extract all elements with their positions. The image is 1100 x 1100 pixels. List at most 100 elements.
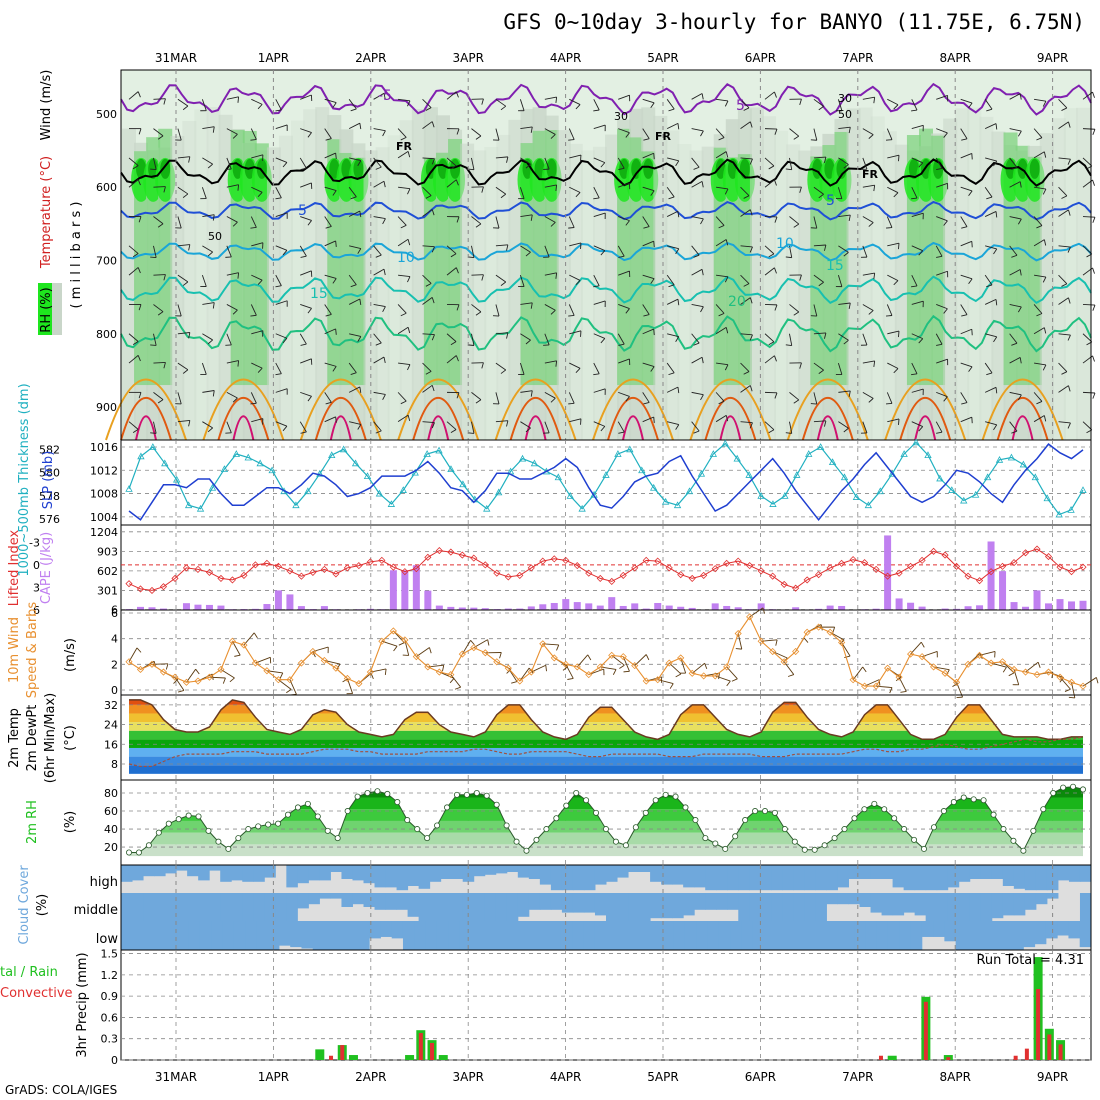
wind-barb — [764, 91, 775, 100]
wind-barb-flag — [1042, 188, 1047, 195]
wind-speed-point — [665, 659, 673, 667]
temp-tick: 32 — [104, 699, 118, 712]
rh-shade-bright — [734, 157, 755, 202]
wind-barb — [397, 151, 409, 159]
wind-barb-flag — [774, 304, 778, 311]
wind-barb — [300, 358, 312, 364]
cloud-low-bar — [278, 921, 291, 946]
wind-speed-point — [274, 676, 282, 684]
thickness-point — [184, 501, 193, 509]
wind-barb — [935, 333, 943, 345]
wind-barb — [789, 333, 793, 346]
cloud-low-bar — [402, 921, 415, 950]
thickness-point — [650, 483, 658, 491]
wind-barb-flag — [1067, 158, 1071, 165]
wind-barb — [275, 274, 282, 286]
wind-barb — [495, 244, 508, 247]
wind-speed-point — [527, 668, 535, 676]
wind10-barb — [174, 676, 185, 691]
upper-air-panel: -55551010151520FRFRFR3050305050060070080… — [96, 69, 1096, 441]
cloud-low-bar — [842, 921, 855, 950]
wind-barb-flag — [799, 274, 802, 281]
cloud-middle-bar — [1046, 893, 1059, 899]
rh-contour-label: 30 — [838, 92, 852, 105]
wind-barb-flag — [749, 422, 753, 429]
wind-barb — [960, 416, 972, 423]
wind-barb-flag — [1019, 269, 1022, 276]
thickness-point — [769, 500, 777, 507]
wind-barb — [495, 392, 500, 405]
wind-barb — [960, 98, 973, 104]
cape-bar — [136, 606, 144, 610]
rh-point — [642, 809, 649, 816]
cloud-middle-bar — [1013, 893, 1026, 916]
cloud-low-bar — [955, 921, 968, 950]
wind-barb — [324, 274, 337, 279]
cape-bar — [435, 605, 443, 610]
cloud-middle-bar — [594, 893, 607, 916]
cloud-high-bar — [517, 865, 530, 878]
wind-barb — [495, 216, 500, 229]
thickness-point — [554, 473, 562, 481]
cloud-level-label: middle — [74, 903, 118, 918]
wind-barb — [789, 421, 793, 434]
rh-shade-dark — [546, 158, 557, 179]
wind-barb-flag — [785, 344, 792, 346]
thickness-point — [995, 455, 1004, 463]
cloud-low-bar — [978, 921, 990, 950]
wind-barb — [593, 274, 600, 287]
cloud-low-bar — [707, 921, 720, 950]
wind-barb-flag — [383, 93, 386, 100]
wind-barb-flag — [1043, 239, 1047, 246]
wind-barb-flag — [618, 167, 625, 171]
cloud-middle-bar — [561, 893, 574, 913]
cloud-middle-bar — [738, 893, 750, 921]
cloud-high-bar — [617, 865, 629, 878]
rh-point — [145, 842, 152, 849]
wind-barb — [837, 99, 843, 111]
rh-point — [324, 827, 331, 834]
cloud-middle-bar — [672, 893, 684, 919]
wind10-barb-flag — [775, 639, 778, 646]
cloud-middle-bar — [826, 893, 838, 905]
wind-barb-flag — [359, 211, 362, 218]
slp-tick: 1008 — [90, 488, 118, 501]
wind-barb — [251, 242, 264, 247]
precip-total-label: tal / Rain — [0, 965, 58, 980]
wind-barb — [666, 186, 675, 198]
wind-barb — [569, 362, 581, 369]
isotherm-10 — [120, 241, 1092, 262]
cloud-high-bar — [484, 865, 497, 875]
wind-barb — [398, 362, 411, 365]
wind-barb-flag — [961, 138, 968, 141]
rh-shade-mid — [653, 115, 668, 440]
cape-bar — [274, 590, 282, 610]
wind-barb-flag — [936, 431, 943, 434]
thickness-point — [495, 488, 503, 496]
cloud-low-bar — [910, 921, 923, 950]
wind-barb-flag — [575, 192, 581, 198]
wind-barb — [300, 270, 312, 276]
wind-barb — [226, 216, 238, 223]
wind-barb-flag — [885, 402, 893, 405]
li-point — [918, 556, 926, 564]
rh-point — [404, 817, 411, 824]
cloud-middle-bar — [330, 893, 342, 899]
wind-barb — [544, 157, 550, 170]
wind-barb — [251, 186, 263, 193]
wind-barb-flag — [307, 132, 312, 138]
wind-barb — [911, 333, 923, 340]
wind-barb-flag — [282, 425, 288, 432]
cloud-high-bar — [661, 865, 673, 885]
rh-point — [881, 806, 888, 813]
wind-speed-point — [884, 664, 892, 672]
wind-barb-flag — [431, 297, 435, 304]
wind-barb — [715, 327, 727, 335]
cloud-middle-bar — [881, 893, 894, 916]
wind-barb-flag — [237, 360, 240, 367]
rh-shade-mid — [858, 107, 873, 441]
wind-barb-flag — [618, 431, 625, 434]
wind-barb-flag — [653, 416, 655, 424]
wind-barb — [740, 421, 753, 424]
